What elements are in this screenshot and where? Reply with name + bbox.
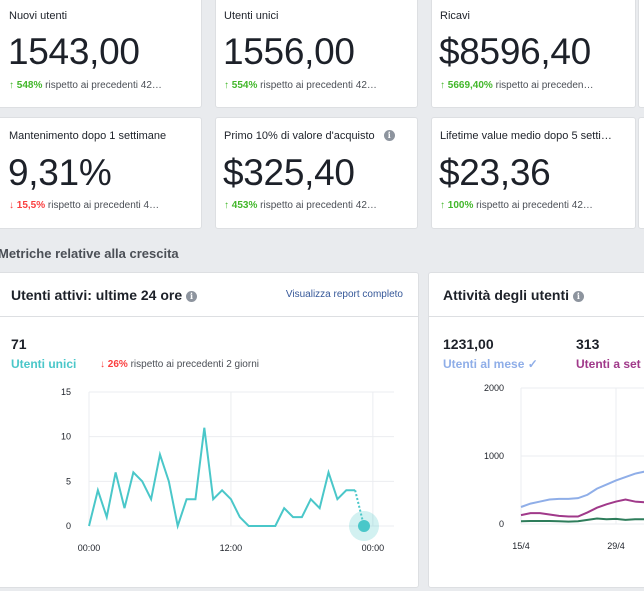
stat-change: ↑ 100% rispetto ai precedenti 42… bbox=[440, 200, 630, 211]
user-activity-chart: 2000 1000 0 15/4 29/4 bbox=[484, 383, 644, 551]
stat-card-partial bbox=[638, 117, 644, 229]
stat-change: ↓ 15,5% rispetto ai precedenti 4… bbox=[9, 200, 195, 211]
panel-title: Attività degli utenti i bbox=[443, 287, 584, 303]
arrow-up-icon: ↑ bbox=[440, 80, 445, 91]
section-title: Metriche relative alla crescita bbox=[0, 246, 179, 261]
stat-card-top-purchase[interactable]: Primo 10% di valore d'acquisto i $325,40… bbox=[215, 117, 418, 229]
arrow-up-icon: ↑ bbox=[440, 200, 445, 211]
current-point-halo bbox=[349, 511, 379, 541]
active-users-panel: Utenti attivi: ultime 24 ore i Visualizz… bbox=[0, 272, 419, 588]
stat-value: 1556,00 bbox=[223, 31, 355, 72]
stat-card-partial bbox=[638, 0, 644, 108]
series-line-daily-users bbox=[520, 517, 644, 523]
check-icon: ✓ bbox=[527, 357, 538, 371]
active-users-chart: 15 10 5 0 00:00 12:00 00:00 bbox=[61, 387, 394, 553]
arrow-down-icon: ↓ bbox=[100, 359, 105, 370]
x-tick-label: 12:00 bbox=[220, 543, 243, 553]
stat-label: Ricavi bbox=[440, 10, 470, 22]
stat-card-lifetime-value[interactable]: Lifetime value medio dopo 5 setti… $23,3… bbox=[431, 117, 636, 229]
stat-card-unique-users[interactable]: Utenti unici 1556,00 ↑ 554% rispetto ai … bbox=[215, 0, 418, 108]
stat-label: Utenti unici bbox=[224, 10, 279, 22]
y-tick-label: 5 bbox=[66, 476, 71, 486]
stat-change: ↑ 453% rispetto ai precedenti 42… bbox=[224, 200, 412, 211]
stat-card-retention[interactable]: Mantenimento dopo 1 settimane 9,31% ↓ 15… bbox=[0, 117, 202, 229]
arrow-up-icon: ↑ bbox=[9, 80, 14, 91]
divider bbox=[0, 316, 418, 317]
metric-label-monthly-text: Utenti al mese bbox=[443, 357, 525, 371]
stat-label: Primo 10% di valore d'acquisto i bbox=[224, 130, 395, 142]
comparison-text: ↓ 26% rispetto ai precedenti 2 giorni bbox=[100, 359, 259, 370]
stat-change-percent: 554% bbox=[231, 80, 258, 91]
stat-card-revenue[interactable]: Ricavi $8596,40 ↑ 5669,40% rispetto ai p… bbox=[431, 0, 636, 108]
metric-label-monthly-users[interactable]: Utenti al mese ✓ bbox=[443, 357, 538, 371]
y-tick-label: 1000 bbox=[484, 451, 504, 461]
current-point bbox=[358, 520, 370, 532]
panel-title: Utenti attivi: ultime 24 ore i bbox=[11, 287, 198, 303]
x-tick-label: 29/4 bbox=[607, 541, 625, 551]
stat-change-percent: 5669,40% bbox=[447, 80, 493, 91]
x-tick-label: 00:00 bbox=[362, 543, 385, 553]
arrow-up-icon: ↑ bbox=[224, 80, 229, 91]
stat-change-percent: 453% bbox=[231, 200, 258, 211]
comparison-percent: 26% bbox=[107, 359, 128, 370]
info-icon[interactable]: i bbox=[186, 291, 198, 302]
y-tick-label: 10 bbox=[61, 432, 71, 442]
stat-value: $23,36 bbox=[439, 152, 551, 193]
arrow-down-icon: ↓ bbox=[9, 200, 14, 211]
stat-value: 9,31% bbox=[8, 152, 112, 193]
stat-change-text: rispetto ai precedenti 4… bbox=[47, 200, 160, 211]
stat-label: Nuovi utenti bbox=[9, 10, 68, 22]
panel-title-text: Attività degli utenti bbox=[443, 287, 569, 303]
y-tick-label: 2000 bbox=[484, 383, 504, 393]
comparison-rest: rispetto ai precedenti 2 giorni bbox=[130, 359, 259, 370]
active-users-count: 71 bbox=[11, 336, 27, 352]
y-tick-label: 0 bbox=[499, 519, 504, 529]
stat-change-text: rispetto ai precedenti 42… bbox=[476, 200, 593, 211]
weekly-users-count: 313 bbox=[576, 336, 600, 352]
panel-title-text: Utenti attivi: ultime 24 ore bbox=[11, 287, 183, 303]
y-tick-label: 0 bbox=[66, 521, 71, 531]
stat-label: Mantenimento dopo 1 settimane bbox=[9, 130, 167, 142]
stat-change-text: rispetto ai precedenti 42… bbox=[45, 80, 162, 91]
stat-change: ↑ 548% rispetto ai precedenti 42… bbox=[9, 80, 195, 91]
stat-change-percent: 100% bbox=[447, 200, 474, 211]
stat-change-percent: 548% bbox=[16, 80, 43, 91]
stat-label-text: Primo 10% di valore d'acquisto bbox=[224, 130, 375, 142]
stat-label: Lifetime value medio dopo 5 setti… bbox=[440, 130, 612, 142]
view-full-report-link[interactable]: Visualizza report completo bbox=[285, 289, 403, 300]
stat-change-text: rispetto ai precedenti 42… bbox=[260, 80, 377, 91]
monthly-users-count: 1231,00 bbox=[443, 336, 494, 352]
user-activity-panel: Attività degli utenti i 1231,00 Utenti a… bbox=[428, 272, 644, 588]
divider bbox=[429, 316, 644, 317]
info-icon[interactable]: i bbox=[383, 130, 395, 141]
stat-change-text: rispetto ai preceden… bbox=[495, 80, 594, 91]
metric-label-unique-users[interactable]: Utenti unici bbox=[11, 357, 77, 371]
stat-change-percent: 15,5% bbox=[16, 200, 46, 211]
stat-change-text: rispetto ai precedenti 42… bbox=[260, 200, 377, 211]
stat-value: $8596,40 bbox=[439, 31, 591, 72]
series-line-monthly-users bbox=[520, 470, 644, 508]
x-tick-label: 00:00 bbox=[78, 543, 101, 553]
series-line-weekly-users bbox=[520, 498, 644, 518]
y-tick-label: 15 bbox=[61, 387, 71, 397]
series-line-projected bbox=[354, 490, 365, 527]
stat-change: ↑ 554% rispetto ai precedenti 42… bbox=[224, 80, 412, 91]
metric-label-weekly-users[interactable]: Utenti a set bbox=[576, 357, 641, 371]
x-tick-label: 15/4 bbox=[512, 541, 530, 551]
stat-card-new-users[interactable]: Nuovi utenti 1543,00 ↑ 548% rispetto ai … bbox=[0, 0, 202, 108]
stat-value: $325,40 bbox=[223, 152, 355, 193]
stat-change: ↑ 5669,40% rispetto ai preceden… bbox=[440, 80, 630, 91]
stat-value: 1543,00 bbox=[8, 31, 140, 72]
arrow-up-icon: ↑ bbox=[224, 200, 229, 211]
series-line-unique-users bbox=[88, 427, 356, 530]
info-icon[interactable]: i bbox=[572, 291, 584, 302]
